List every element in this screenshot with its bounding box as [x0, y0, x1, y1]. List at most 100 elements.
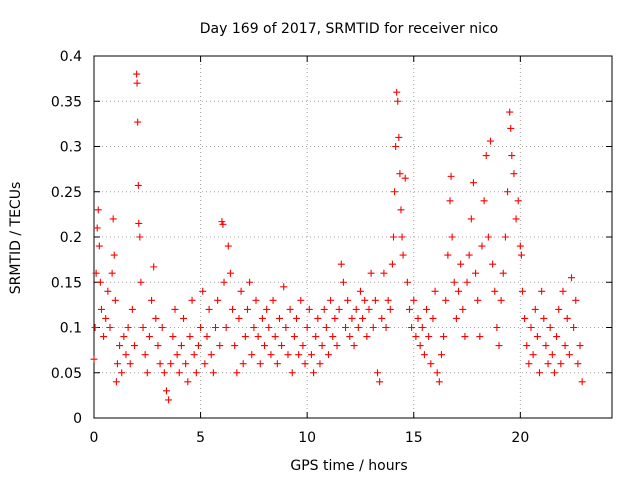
data-point [135, 219, 143, 227]
data-point [188, 296, 196, 304]
data-point [465, 251, 473, 259]
y-axis-label: SRMTID / TECUs [8, 182, 24, 295]
data-point [209, 369, 217, 377]
data-point [91, 324, 99, 331]
data-point [354, 324, 362, 331]
y-tick-label: 0.35 [51, 94, 82, 110]
data-point [303, 324, 311, 331]
data-point [457, 260, 465, 268]
data-point [229, 305, 237, 313]
data-point [171, 305, 179, 313]
data-point [94, 206, 102, 214]
data-point [455, 287, 463, 295]
data-point [150, 263, 158, 271]
data-point [344, 296, 352, 304]
data-point [388, 260, 396, 268]
data-point [486, 137, 494, 145]
data-point [246, 278, 254, 286]
data-point [241, 333, 249, 341]
data-point [444, 251, 452, 259]
data-point [108, 269, 116, 277]
data-point [214, 296, 222, 304]
data-point [350, 342, 358, 350]
data-point [516, 242, 524, 250]
data-point [437, 351, 445, 359]
data-point [376, 378, 384, 386]
data-point [446, 197, 454, 205]
data-point [440, 333, 448, 341]
data-point [148, 296, 156, 304]
data-point [474, 296, 482, 304]
data-point [96, 278, 104, 286]
data-point [184, 378, 192, 386]
data-point [378, 314, 386, 322]
y-tick-label: 0.15 [51, 275, 82, 291]
data-point [201, 360, 209, 368]
data-point [231, 342, 239, 350]
data-point [548, 351, 556, 359]
data-point [288, 369, 296, 377]
data-point [95, 242, 103, 250]
data-point [90, 355, 98, 363]
data-point [136, 233, 144, 241]
data-point [152, 314, 160, 322]
data-point [414, 314, 422, 322]
data-point [254, 333, 262, 341]
data-point [190, 351, 198, 359]
data-point [248, 351, 256, 359]
data-point [324, 351, 332, 359]
data-point [361, 296, 369, 304]
data-point [220, 278, 228, 286]
data-point [275, 314, 283, 322]
data-point [429, 314, 437, 322]
data-point [295, 351, 303, 359]
data-point [134, 118, 142, 126]
data-point [371, 296, 379, 304]
data-point [365, 305, 373, 313]
data-point [399, 251, 407, 259]
data-point [199, 287, 207, 295]
data-point [273, 360, 281, 368]
data-point [322, 324, 330, 331]
data-point [305, 305, 313, 313]
data-point [527, 324, 535, 331]
data-point [367, 269, 375, 277]
data-point [154, 342, 162, 350]
data-point [408, 324, 416, 331]
data-point [559, 287, 567, 295]
data-point [104, 287, 112, 295]
data-point [380, 269, 388, 277]
y-tick-label: 0.2 [60, 230, 82, 246]
data-point [448, 233, 456, 241]
data-point [192, 369, 200, 377]
data-point [578, 378, 586, 386]
data-point [205, 305, 213, 313]
data-point [263, 305, 271, 313]
data-point [452, 314, 460, 322]
data-point [337, 260, 345, 268]
data-point [177, 342, 185, 350]
data-point [112, 378, 120, 386]
data-point [469, 179, 477, 187]
data-point [427, 360, 435, 368]
data-point [384, 296, 392, 304]
data-point [297, 296, 305, 304]
data-point [329, 333, 337, 341]
data-point [495, 342, 503, 350]
data-point [339, 278, 347, 286]
data-point [258, 314, 266, 322]
data-point [395, 133, 403, 141]
data-point [219, 220, 227, 228]
data-point [109, 215, 117, 223]
data-point [478, 242, 486, 250]
data-point [186, 333, 194, 341]
data-point [576, 342, 584, 350]
data-point [442, 296, 450, 304]
data-point [356, 287, 364, 295]
data-point [359, 314, 367, 322]
data-point [113, 360, 121, 368]
data-point [493, 324, 501, 331]
y-tick-label: 0.4 [60, 49, 82, 65]
data-point [301, 360, 309, 368]
